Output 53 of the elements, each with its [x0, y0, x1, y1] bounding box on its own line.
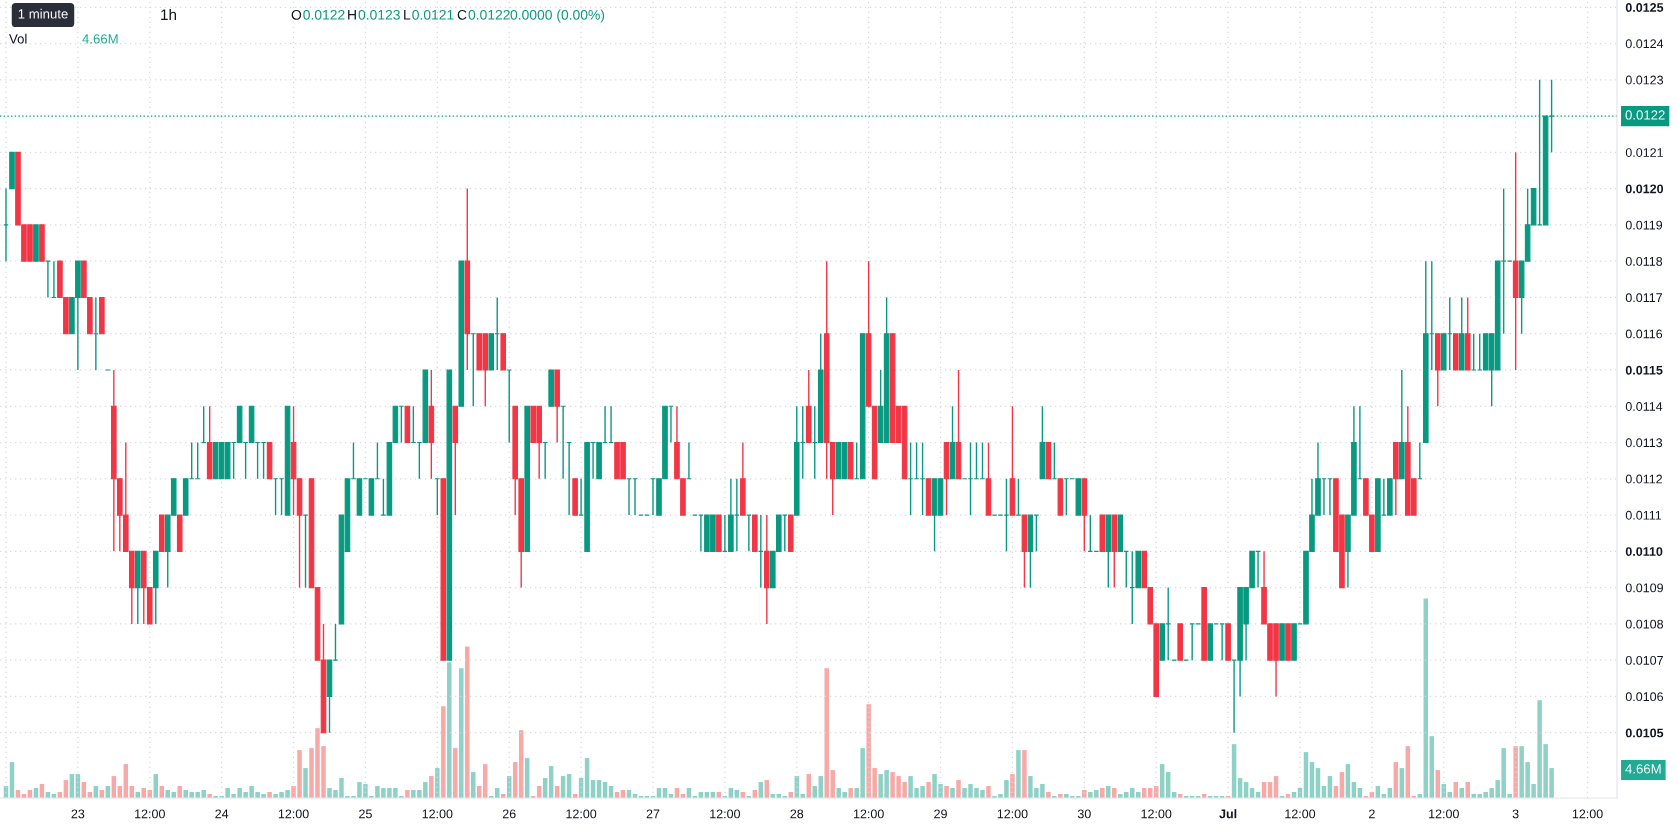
x-tick-label: 24 [215, 809, 229, 819]
x-tick-label: 12:00 [710, 809, 741, 819]
annotation: Vol [9, 33, 27, 44]
annotation: C0.0122 [457, 9, 510, 20]
annotation: 4.66M [82, 34, 118, 44]
x-tick-label: 26 [502, 809, 516, 819]
annotation: O0.0122 [291, 9, 345, 20]
y-tick-label: 0.0125 [1625, 3, 1664, 12]
y-tick-label: 0.0124 [1625, 39, 1664, 49]
annotation: H0.0123 [348, 9, 400, 20]
y-tick-label: 0.0105 [1625, 728, 1664, 738]
x-tick-label: 2 [1369, 809, 1375, 819]
x-tick-label: 12:00 [1572, 809, 1603, 819]
y-tick-label: 0.0111 [1625, 510, 1662, 520]
x-tick-label: 12:00 [1429, 809, 1459, 819]
y-tick-label: 0.0120 [1625, 184, 1664, 194]
x-tick-label: 12:00 [422, 809, 453, 819]
x-tick-label: 23 [71, 809, 85, 819]
y-tick-label: 0.0112 [1625, 474, 1663, 484]
y-tick-label: 0.0110 [1625, 547, 1663, 556]
y-tick-label: 0.0107 [1625, 655, 1663, 665]
y-tick-label: 0.0108 [1625, 619, 1664, 629]
y-tick-label: 0.0121 [1625, 148, 1663, 157]
y-tick-label: 0.0116 [1625, 329, 1663, 339]
ref-line-label: 0.0122 [1625, 110, 1665, 120]
x-tick-label: 12:00 [135, 809, 165, 819]
y-tick-label: 0.0117 [1625, 293, 1663, 303]
y-tick-label: 0.0115 [1625, 365, 1663, 375]
x-tick-label: 29 [934, 809, 947, 819]
x-tick-label: 12:00 [1285, 809, 1316, 819]
y-tick-label: 0.0118 [1625, 256, 1663, 266]
y-tick-label: 0.0113 [1625, 438, 1663, 448]
x-tick-label: 30 [1077, 809, 1091, 819]
annotation: 1 minute [18, 8, 68, 19]
annotation: 0.0000 (0.00%) [510, 9, 605, 23]
x-tick-label: 27 [646, 809, 660, 819]
x-tick-label: 28 [790, 809, 804, 819]
y-tick-label: 0.0114 [1625, 402, 1663, 411]
x-tick-label: 12:00 [997, 809, 1028, 819]
x-tick-label: 3 [1512, 809, 1519, 819]
x-tick-label: 25 [359, 809, 372, 819]
chart-title: 1h [161, 8, 176, 20]
x-tick-label: 12:00 [566, 809, 597, 819]
text: 4.66M [1625, 764, 1661, 774]
x-tick-label: 12:00 [853, 809, 884, 819]
x-tick-label: Jul [1219, 809, 1237, 819]
y-tick-label: 0.0106 [1625, 692, 1664, 702]
y-tick-label: 0.0119 [1625, 220, 1663, 230]
x-tick-label: 12:00 [1141, 809, 1172, 819]
y-tick-label: 0.0109 [1625, 583, 1663, 593]
y-tick-label: 0.0123 [1625, 75, 1664, 85]
x-tick-label: 12:00 [278, 809, 309, 819]
annotation: L0.0121 [404, 9, 454, 20]
